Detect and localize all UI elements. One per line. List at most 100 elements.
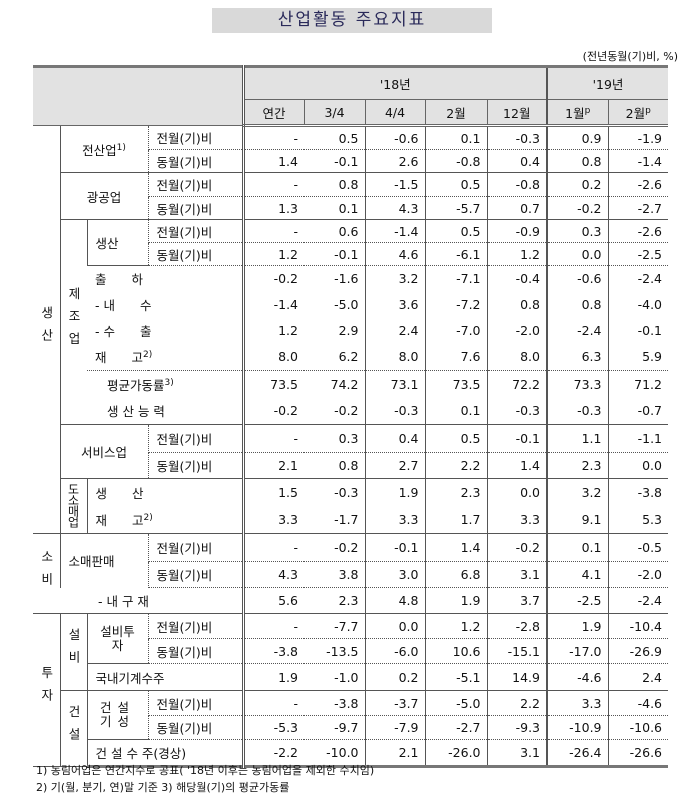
value-cell: -: [241, 125, 304, 150]
value-cell: 0.5: [424, 424, 487, 453]
value-cell: 10.6: [424, 638, 487, 664]
value-cell: -0.3: [364, 397, 425, 425]
value-cell: 2.2: [424, 452, 487, 479]
footnote-1: 1) 농림어업은 연간지수로 공표( '18년 이후는 농림어업을 제외한 수치…: [36, 764, 375, 777]
value-cell: 73.3: [546, 370, 608, 398]
value-cell: 8.0: [486, 343, 547, 371]
value-cell: 1.9: [241, 663, 304, 691]
label-mfg-production: 생산: [86, 219, 148, 266]
value-cell: 1.3: [241, 196, 304, 220]
value-cell: -10.9: [546, 715, 608, 740]
value-cell: 2.6: [364, 149, 425, 173]
value-cell: -3.8: [607, 478, 668, 506]
value-cell: -6.0: [364, 638, 425, 664]
value-cell: 2.9: [338, 323, 359, 338]
label-machinery-orders: 국내기계수주: [86, 663, 243, 691]
value-cell: 2.1: [241, 452, 304, 479]
value-cell: -5.7: [424, 196, 487, 220]
value-cell: -0.1: [304, 242, 365, 266]
value-cell: 8.0: [241, 343, 304, 371]
header-corner: [33, 65, 243, 126]
type-yoy: 동월(기)비: [147, 196, 243, 220]
type-yoy: 동월(기)비: [147, 452, 243, 479]
value-cell: 4.6: [364, 242, 425, 266]
value-cell: 3.7: [486, 587, 547, 614]
value-cell: 1.2: [241, 242, 304, 266]
value-cell: 4.8: [364, 587, 425, 614]
value-cell: -7.7: [304, 613, 365, 639]
value-cell: 0.1: [546, 533, 608, 562]
value-cell: 3.3: [486, 505, 547, 534]
value-cell: -0.6: [546, 265, 608, 292]
type-yoy: 동월(기)비: [147, 638, 243, 664]
label-wholesale-retail: 도소매업: [59, 478, 87, 534]
group-production: 생산: [33, 125, 60, 534]
value-cell: 0.1: [424, 125, 487, 150]
value-cell: 0.1: [424, 397, 487, 425]
value-cell: 2.4: [607, 663, 668, 691]
value-cell: 1.4: [486, 452, 547, 479]
type-yoy: 동월(기)비: [147, 715, 243, 740]
col-feb19: 2월p: [607, 99, 668, 127]
value-cell: -2.2: [241, 739, 304, 768]
value-cell: 3.2: [546, 478, 608, 506]
value-cell: 0.8: [486, 291, 547, 318]
value-cell: 2.1: [364, 739, 425, 768]
type-mom: 전월(기)비: [147, 613, 243, 639]
value-cell: -26.6: [607, 739, 668, 768]
value-cell: 4.1: [546, 561, 608, 588]
value-cell: 1.5: [241, 478, 304, 506]
value-cell: -7.1: [424, 265, 487, 292]
value-cell: -0.2: [241, 397, 304, 425]
value-cell: -1.4: [364, 219, 425, 243]
header-year-2018: '18년: [241, 65, 547, 100]
value-cell: -: [241, 533, 304, 562]
group-consumption: 소비: [33, 533, 60, 614]
value-cell: 3.2: [364, 265, 425, 292]
value-cell: -0.1: [607, 317, 668, 344]
label-retail-sales: 소매판매: [59, 533, 148, 588]
value-cell: -2.5: [546, 587, 608, 614]
value-cell: -2.0: [486, 317, 547, 344]
value-cell: 3.3: [241, 505, 304, 534]
col-dec18: 12월: [486, 99, 547, 127]
label-wr-production: 생 산: [86, 478, 243, 506]
value-cell: 6.3: [546, 343, 608, 371]
value-cell: 3.3: [546, 690, 608, 716]
value-cell: -: [241, 172, 304, 197]
value-cell: -9.3: [486, 715, 547, 740]
value-cell: -0.7: [607, 397, 668, 425]
value-cell: -4.6: [607, 690, 668, 716]
value-cell: 3.8: [304, 561, 365, 588]
value-cell: 0.0: [486, 478, 547, 506]
value-cell: 8.0: [364, 343, 425, 371]
value-cell: 3.3: [364, 505, 425, 534]
value-cell: -15.1: [486, 638, 547, 664]
value-cell: 0.6: [304, 219, 365, 243]
value-cell: -: [241, 690, 304, 716]
label-export: - 수 출: [95, 324, 152, 339]
value-cell: -0.3: [486, 397, 547, 425]
value-cell: -1.1: [607, 424, 668, 453]
value-cell: 1.9: [546, 613, 608, 639]
value-cell: -4.6: [546, 663, 608, 691]
value-cell: 2.4: [364, 317, 425, 344]
value-cell: -26.4: [546, 739, 608, 768]
value-cell: -0.9: [486, 219, 547, 243]
value-cell: 4.3: [364, 196, 425, 220]
value-cell: 6.8: [424, 561, 487, 588]
value-cell: -2.4: [607, 265, 668, 292]
value-cell: -5.1: [424, 663, 487, 691]
type-yoy: 동월(기)비: [147, 149, 243, 173]
value-cell: -1.0: [304, 663, 365, 691]
label-domestic: - 내 수: [95, 298, 152, 313]
value-cell: -0.1: [364, 533, 425, 562]
label-durables: - 내 구 재: [60, 587, 243, 614]
value-cell: -: [241, 613, 304, 639]
type-yoy: 동월(기)비: [147, 242, 243, 266]
value-cell: 0.5: [424, 219, 487, 243]
value-cell: -2.7: [607, 196, 668, 220]
label-manufacturing: 제조업: [59, 219, 87, 425]
value-cell: -0.1: [304, 149, 365, 173]
value-cell: 4.3: [241, 561, 304, 588]
